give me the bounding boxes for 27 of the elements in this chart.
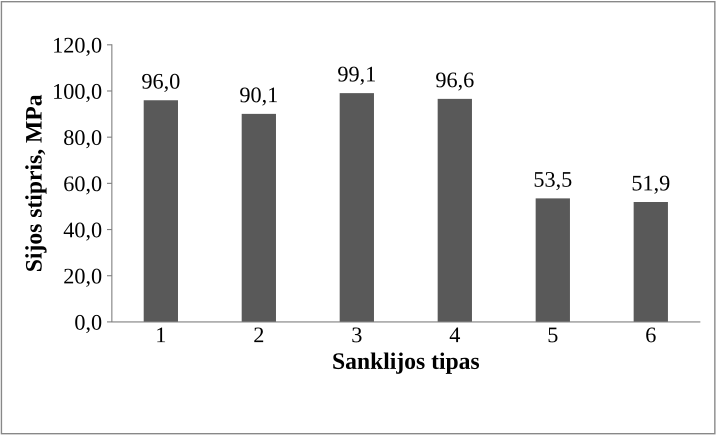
bar [340,93,374,322]
bar [536,198,570,322]
x-tick-label: 6 [646,327,656,342]
y-tick-label: 120,0 [54,38,102,56]
y-tick-label: 100,0 [54,84,102,102]
y-axis-title: Sijos stipris, MPa [25,94,47,271]
data-label: 53,5 [534,172,572,190]
y-tick-label: 0,0 [75,314,102,334]
bar [438,98,472,322]
data-label: 90,1 [240,87,277,106]
data-label: 99,1 [338,66,375,85]
x-tick-label: 5 [548,328,558,342]
bar [242,114,276,322]
x-tick-label: 1 [157,328,166,342]
x-tick-label: 3 [352,327,362,342]
y-tick-label: 20,0 [64,268,102,287]
bar [144,100,178,322]
y-tick-label: 60,0 [64,176,102,194]
y-tick-label: 40,0 [64,222,102,241]
x-axis-title: Sanklijos tipas [333,352,480,374]
bar [634,202,668,322]
data-label: 51,9 [632,176,670,194]
data-label: 96,6 [436,72,474,91]
data-label: 96,0 [142,74,180,92]
y-tick-label: 80,0 [64,130,102,148]
x-tick-label: 2 [254,327,264,342]
x-tick-label: 4 [450,328,460,342]
